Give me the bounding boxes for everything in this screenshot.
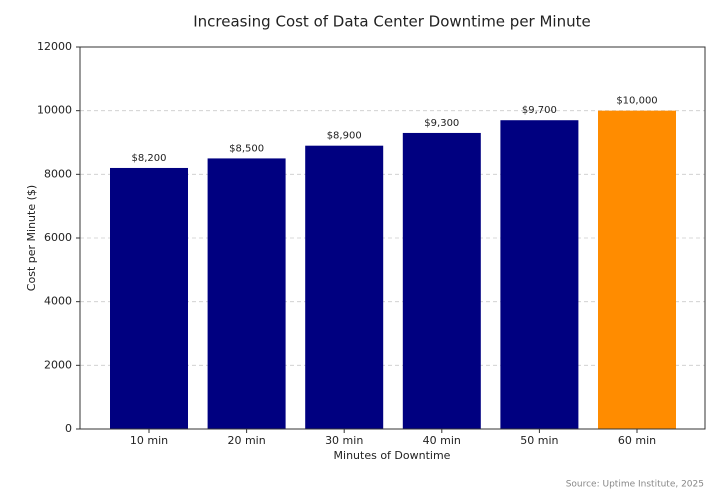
value-label: $8,500 — [229, 143, 264, 154]
y-axis-label: Cost per Minute ($) — [25, 185, 38, 291]
bar — [110, 167, 188, 429]
plot-frame — [79, 46, 706, 430]
x-axis-label: Minutes of Downtime — [334, 449, 451, 462]
x-tick-label: 50 min — [520, 434, 558, 447]
bar — [305, 145, 384, 429]
value-label: $9,300 — [424, 118, 459, 129]
bar — [598, 110, 676, 430]
y-tick-label: 10000 — [37, 104, 72, 117]
y-tick-label: 0 — [65, 422, 72, 435]
x-tick-label: 60 min — [618, 434, 656, 447]
y-tick-label: 4000 — [44, 295, 72, 308]
value-label: $8,900 — [327, 131, 362, 142]
bar — [500, 120, 579, 429]
x-tick-label: 30 min — [325, 434, 363, 447]
x-tick-label: 10 min — [130, 434, 168, 447]
y-tick-label: 8000 — [44, 167, 72, 180]
x-tick-label: 40 min — [423, 434, 461, 447]
y-tick-label: 12000 — [37, 40, 72, 53]
y-tick-label: 2000 — [44, 358, 72, 371]
chart-title: Increasing Cost of Data Center Downtime … — [193, 13, 590, 31]
value-label: $9,700 — [522, 105, 557, 116]
value-label: $10,000 — [616, 96, 657, 107]
y-tick-label: 6000 — [44, 231, 72, 244]
bar — [207, 158, 286, 429]
value-label: $8,200 — [132, 153, 167, 164]
x-tick-label: 20 min — [227, 434, 265, 447]
bar — [402, 132, 481, 429]
source-note: Source: Uptime Institute, 2025 — [566, 480, 704, 490]
